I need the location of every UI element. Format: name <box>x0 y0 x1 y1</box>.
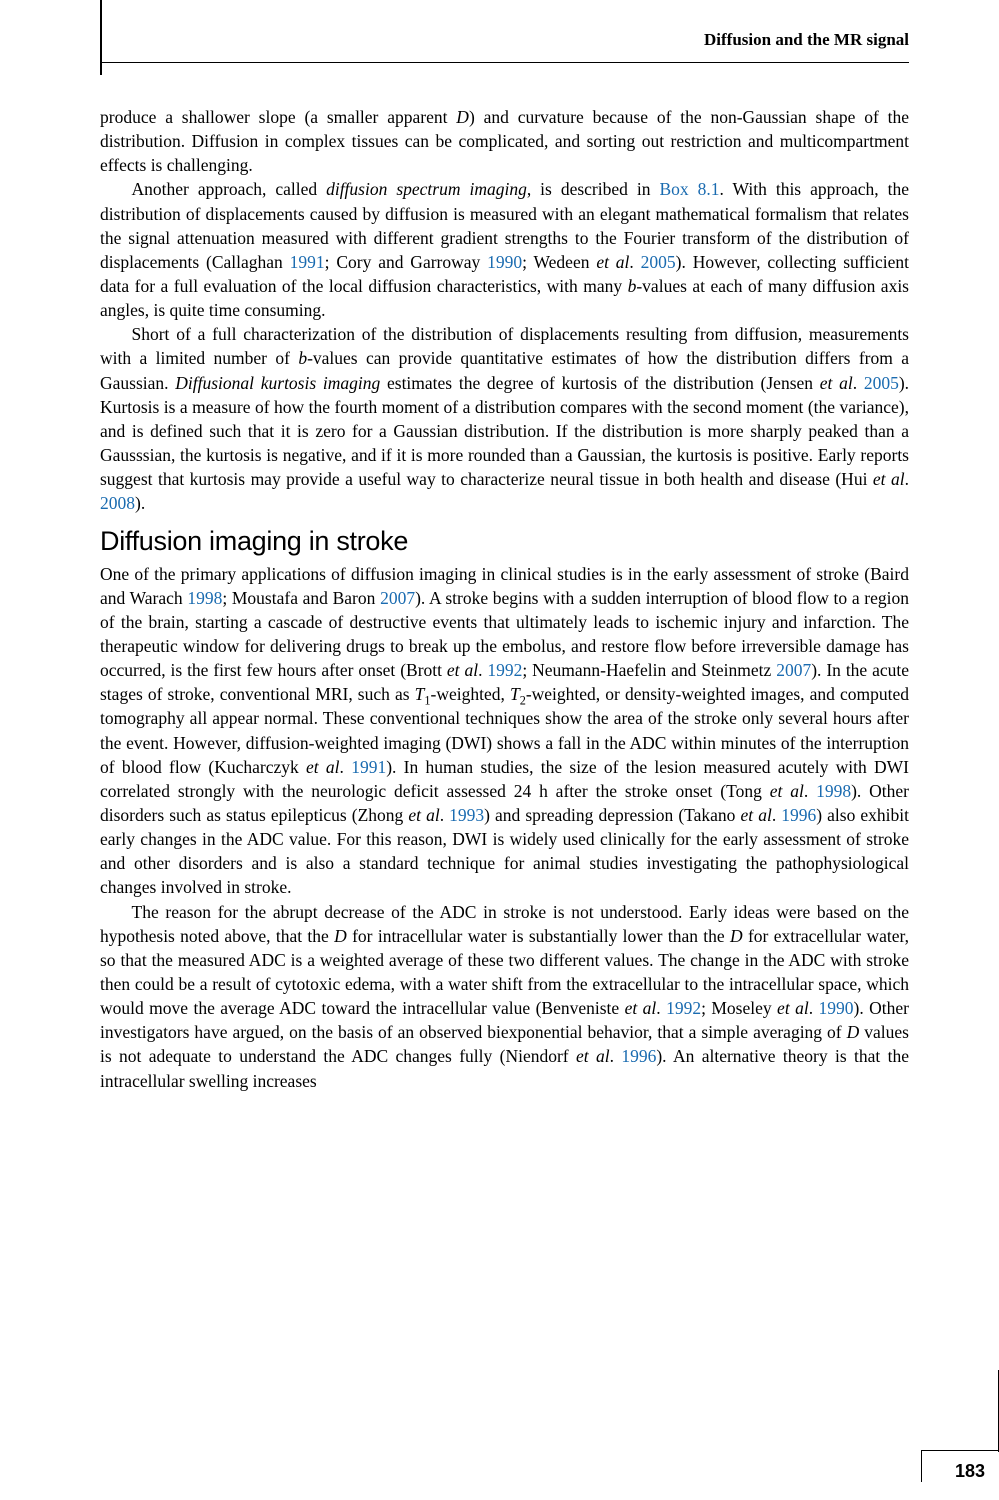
paragraph-5: The reason for the abrupt decrease of th… <box>100 900 909 1093</box>
cite-year[interactable]: 1996 <box>621 1046 656 1066</box>
cite-year[interactable]: 2007 <box>380 588 415 608</box>
section-heading: Diffusion imaging in stroke <box>100 523 909 560</box>
cite-year[interactable]: 1998 <box>187 588 222 608</box>
cite-year[interactable]: 1991 <box>290 252 325 272</box>
page-number: 183 <box>955 1461 985 1481</box>
cite-year[interactable]: 1990 <box>487 252 522 272</box>
cite-year[interactable]: 2008 <box>100 493 135 513</box>
cite-year[interactable]: 1996 <box>781 805 816 825</box>
cite-year[interactable]: 1993 <box>449 805 484 825</box>
box-ref[interactable]: Box 8.1 <box>659 179 719 199</box>
paragraph-1: produce a shallower slope (a smaller app… <box>100 105 909 177</box>
paragraph-4: One of the primary applications of diffu… <box>100 562 909 900</box>
body-text: produce a shallower slope (a smaller app… <box>100 105 909 1093</box>
cite-year[interactable]: 1998 <box>816 781 851 801</box>
running-header: Diffusion and the MR signal <box>102 30 909 63</box>
page-number-box: 183 <box>921 1450 999 1482</box>
cite-year[interactable]: 1992 <box>666 998 701 1018</box>
page-container: Diffusion and the MR signal produce a sh… <box>0 0 999 1500</box>
header-title: Diffusion and the MR signal <box>704 30 909 49</box>
cite-year[interactable]: 1992 <box>487 660 522 680</box>
cite-year[interactable]: 2005 <box>641 252 676 272</box>
cite-year[interactable]: 2005 <box>864 373 899 393</box>
top-rule <box>100 0 102 75</box>
cite-year[interactable]: 1990 <box>819 998 854 1018</box>
paragraph-3: Short of a full characterization of the … <box>100 322 909 515</box>
cite-year[interactable]: 2007 <box>776 660 811 680</box>
paragraph-2: Another approach, called diffusion spect… <box>100 177 909 322</box>
cite-year[interactable]: 1991 <box>351 757 386 777</box>
